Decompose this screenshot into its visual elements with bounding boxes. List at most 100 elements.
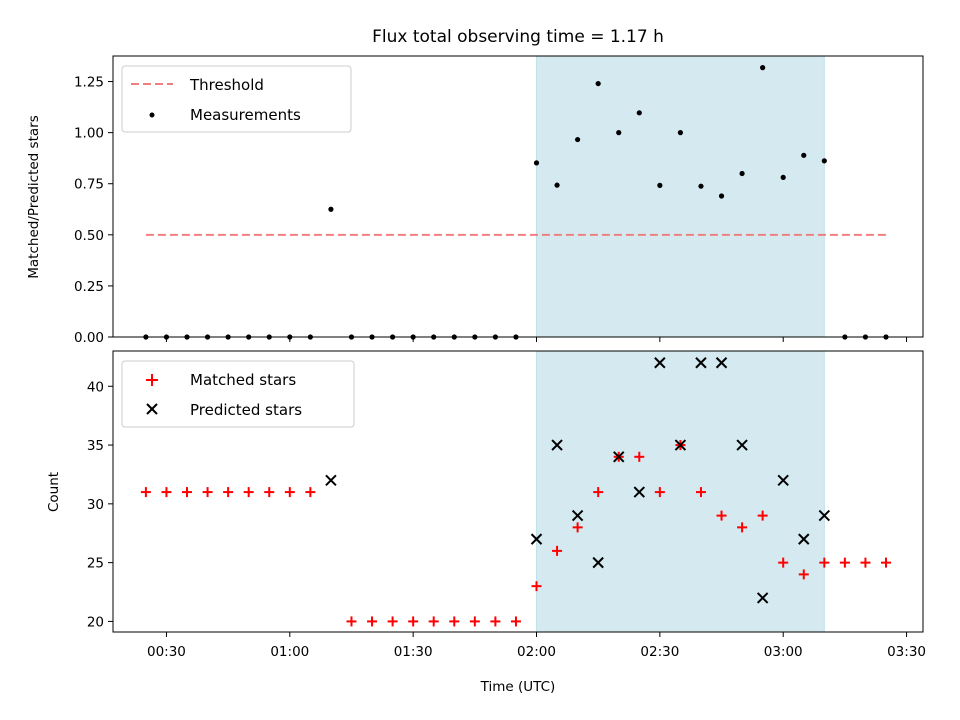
matched-star-point — [367, 616, 378, 627]
matched-star-point — [408, 616, 419, 627]
x-tick-label: 03:00 — [764, 644, 803, 660]
predicted-star-point-b — [736, 439, 748, 451]
predicted-star-point — [715, 357, 728, 369]
predicted-star-point — [571, 509, 584, 522]
matched-star-point — [654, 487, 665, 498]
matched-star-point — [182, 487, 193, 498]
count-points — [140, 357, 891, 627]
matched-star-point — [819, 557, 830, 568]
matched-star-point — [552, 545, 563, 556]
predicted-star-point-b — [571, 509, 584, 522]
predicted-star-point-b — [777, 474, 789, 487]
y-tick-label: 0.75 — [74, 177, 104, 193]
y-tick-label: 40 — [87, 379, 104, 395]
matched-star-point — [243, 487, 254, 498]
bottom-y-axis-label: Count — [46, 472, 62, 512]
x-axis-label: Time (UTC) — [480, 679, 556, 695]
predicted-star-point-b — [756, 592, 769, 604]
bottom-plot-frame — [112, 350, 924, 633]
matched-star-point — [695, 487, 706, 498]
predicted-star-point-b — [633, 486, 646, 498]
matched-star-point — [531, 581, 542, 592]
legend-measurements-label: Measurements — [190, 106, 301, 124]
bottom-x-axis-ticks: 00:30 01:00 01:30 02:00 02:30 03:00 03:30 — [147, 632, 926, 660]
measurement-point — [801, 152, 807, 158]
matched-star-point — [161, 487, 172, 498]
predicted-star-point — [613, 451, 625, 463]
measurement-point — [554, 182, 560, 188]
measurement-point — [821, 158, 827, 164]
legend-predicted-swatch — [146, 403, 158, 415]
legend-measurements-swatch — [149, 112, 155, 118]
matched-star-point — [880, 557, 891, 568]
measurement-point — [677, 130, 684, 136]
predicted-star-point — [695, 357, 707, 369]
matched-star-point — [490, 616, 501, 627]
matched-star-point — [716, 510, 727, 521]
predicted-star-point — [777, 474, 789, 487]
x-tick-label: 02:30 — [640, 644, 679, 660]
matched-star-point — [572, 522, 583, 533]
measurement-point — [780, 174, 786, 180]
y-tick-label: 20 — [87, 614, 104, 630]
matched-star-point — [387, 616, 398, 627]
matched-star-point — [593, 487, 604, 498]
measurement-point — [739, 170, 745, 177]
bottom-observation-window-shade — [536, 351, 825, 632]
measurement-point — [698, 183, 704, 189]
predicted-star-point — [633, 486, 646, 498]
top-plot-frame — [112, 55, 924, 338]
matched-star-point — [757, 510, 768, 521]
measurement-point — [718, 193, 725, 199]
matched-star-point — [469, 616, 480, 627]
bottom-legend-box — [121, 360, 355, 428]
predicted-star-point-b — [674, 439, 687, 451]
matched-star-point — [778, 557, 789, 568]
predicted-star-point — [592, 556, 604, 569]
x-tick-label: 01:30 — [394, 644, 433, 660]
measurement-point — [575, 136, 581, 143]
predicted-star-point-b — [613, 451, 625, 463]
shade-rect — [536, 56, 825, 337]
predicted-star-point-b — [695, 357, 707, 369]
y-tick-label: 1.00 — [74, 126, 104, 142]
matched-star-point — [449, 616, 460, 627]
legend-matched-swatch — [146, 374, 158, 386]
matched-star-point — [202, 487, 213, 498]
predicted-star-point-b — [715, 357, 728, 369]
predicted-star-point — [530, 533, 543, 545]
matched-star-point — [737, 522, 748, 533]
top-y-axis-label: Matched/Predicted stars — [26, 115, 42, 278]
predicted-star-point-b — [798, 533, 810, 545]
measurement-point — [616, 130, 622, 136]
predicted-star-point — [325, 474, 337, 487]
top-panel: 0.00 0.25 0.50 0.75 1.00 1.25 Matched/Predict… — [26, 55, 924, 346]
measurement-point — [533, 160, 540, 166]
predicted-star-point — [654, 357, 666, 369]
x-tick-label: 02:00 — [517, 644, 556, 660]
measurement-point — [595, 80, 601, 87]
matched-star-point — [860, 557, 871, 568]
shade-rect — [536, 351, 825, 632]
y-tick-label: 0.25 — [74, 279, 104, 295]
y-tick-label: 30 — [87, 497, 104, 513]
measurement-point — [636, 110, 642, 116]
matched-star-point — [264, 487, 275, 498]
legend-threshold-label: Threshold — [189, 76, 264, 94]
y-tick-label: 0.50 — [74, 228, 104, 244]
predicted-star-point-b — [592, 556, 604, 569]
matched-star-point — [510, 616, 521, 627]
measurement-point — [328, 206, 334, 212]
y-tick-label: 0.00 — [74, 330, 104, 346]
matched-star-point — [428, 616, 439, 627]
chart-title: Flux total observing time = 1.17 h — [372, 27, 664, 47]
matched-star-point — [305, 487, 316, 498]
predicted-star-point-b — [551, 439, 563, 451]
matched-star-point — [839, 557, 850, 568]
top-legend-box — [121, 65, 352, 133]
x-tick-label: 03:30 — [887, 644, 926, 660]
top-legend: Threshold Measurements — [121, 65, 352, 133]
x-tick-label: 00:30 — [147, 644, 186, 660]
predicted-star-point — [818, 509, 831, 522]
